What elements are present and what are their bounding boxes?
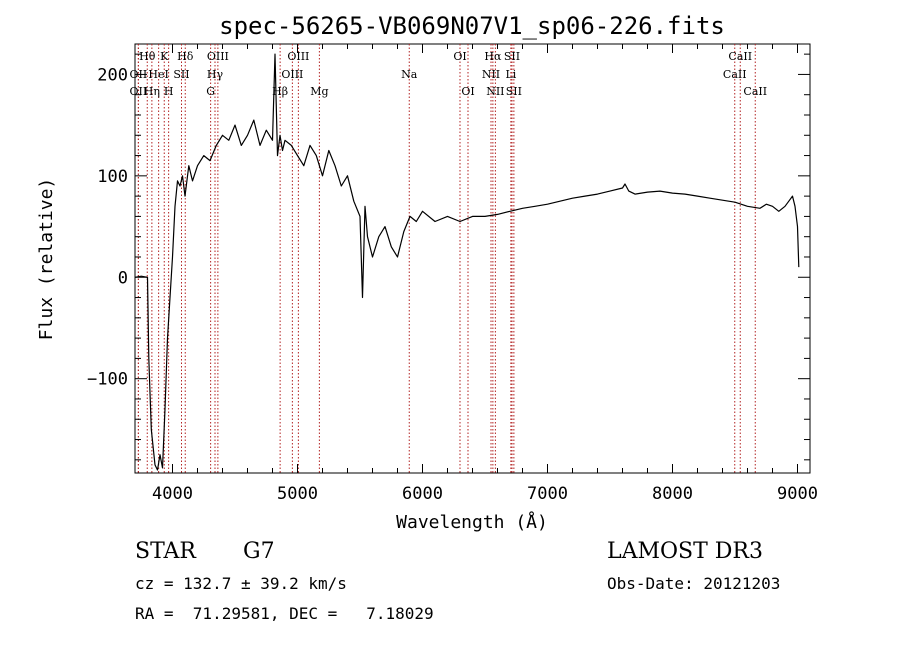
line-label: H bbox=[164, 85, 174, 98]
axis-ticks bbox=[135, 44, 810, 473]
line-label: CaII bbox=[743, 85, 767, 98]
line-label: OI bbox=[461, 85, 474, 98]
object-subclass: G7 bbox=[243, 539, 275, 564]
line-label: OIII bbox=[287, 50, 309, 63]
line-label: CaII bbox=[728, 50, 752, 63]
line-label: Hδ bbox=[177, 50, 194, 63]
x-tick-label: 7000 bbox=[527, 484, 568, 504]
line-label: Mg bbox=[310, 85, 328, 98]
line-markers bbox=[137, 44, 756, 473]
line-label: Hα bbox=[484, 50, 502, 63]
x-tick-label: 8000 bbox=[652, 484, 693, 504]
y-axis-label: Flux (relative) bbox=[36, 178, 57, 341]
coordinates-text: RA = 71.29581, DEC = 7.18029 bbox=[135, 604, 434, 623]
line-label: Hθ bbox=[139, 50, 156, 63]
line-label: Hγ bbox=[207, 68, 224, 81]
x-axis-label: Wavelength (Å) bbox=[396, 511, 548, 533]
y-tick-labels: −100 0 100 200 bbox=[87, 65, 128, 389]
object-class: STAR bbox=[135, 539, 196, 564]
line-label: SII bbox=[504, 50, 520, 63]
x-tick-label: 5000 bbox=[277, 484, 318, 504]
line-label: CaII bbox=[723, 68, 747, 81]
x-tick-label: 4000 bbox=[152, 484, 193, 504]
line-label: OIII bbox=[207, 50, 229, 63]
line-label: Hη bbox=[144, 85, 160, 98]
line-label: OII bbox=[130, 85, 148, 98]
y-tick-label: 0 bbox=[118, 268, 128, 288]
survey-name: LAMOST DR3 bbox=[607, 539, 763, 564]
y-tick-label: 100 bbox=[97, 167, 128, 187]
redshift-text: cz = 132.7 ± 39.2 km/s bbox=[135, 574, 347, 593]
line-label: SII bbox=[173, 68, 189, 81]
spectrum-line bbox=[134, 53, 800, 471]
y-tick-label: 200 bbox=[97, 65, 128, 85]
y-tick-label: −100 bbox=[87, 370, 128, 390]
spectrum-series bbox=[134, 53, 800, 471]
x-tick-label: 6000 bbox=[402, 484, 443, 504]
line-label: OI bbox=[453, 50, 466, 63]
line-label: NII bbox=[486, 85, 504, 98]
line-label: K bbox=[160, 50, 169, 63]
line-label: G bbox=[206, 85, 215, 98]
line-label: SII bbox=[506, 85, 522, 98]
line-label: OIII bbox=[281, 68, 303, 81]
line-label: Na bbox=[401, 68, 418, 81]
x-tick-label: 9000 bbox=[777, 484, 818, 504]
x-tick-labels: 4000 5000 6000 7000 8000 9000 bbox=[152, 484, 818, 504]
plot-frame bbox=[134, 43, 811, 474]
line-label: HeI bbox=[148, 68, 168, 81]
obs-date-text: Obs-Date: 20121203 bbox=[607, 574, 781, 593]
chart-title: spec-56265-VB069N07V1_sp06-226.fits bbox=[219, 12, 725, 40]
line-label: Li bbox=[505, 68, 516, 81]
line-labels: HθOIIOIIHηHeIKHSIIHδHγGOIIIHβOIIIOIIIMgN… bbox=[130, 50, 768, 98]
line-label: NII bbox=[482, 68, 500, 81]
